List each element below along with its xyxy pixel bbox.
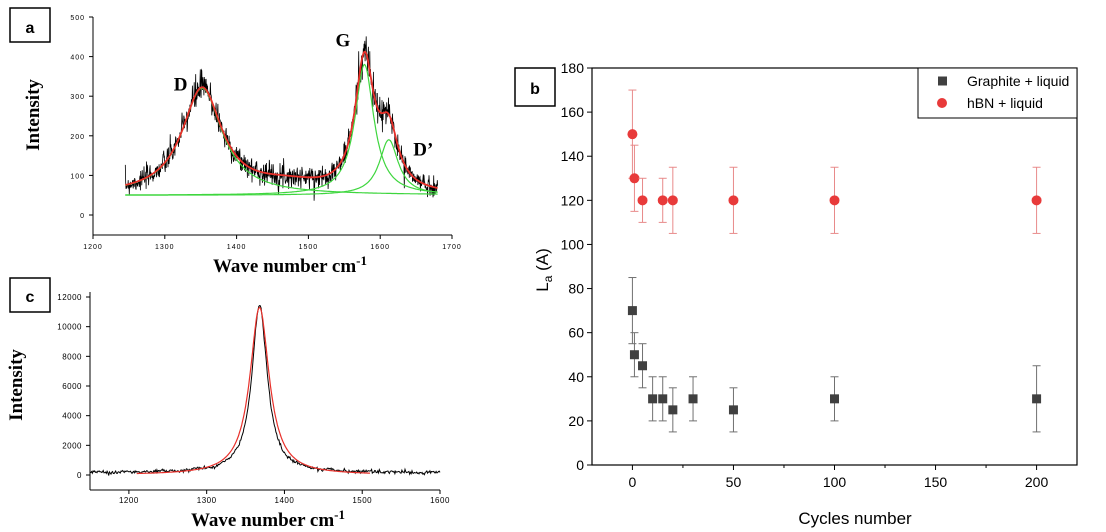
panel-b-graphite-point: [728, 405, 738, 415]
panel-a-peak-label-2: D’: [413, 140, 433, 161]
panel-b-y-tick-label: 160: [561, 104, 585, 120]
panel-c-y-tick-label: 4000: [62, 412, 82, 421]
panel-c: c 0 2000 4000 6000 8000 10000 12000 1200 1300 140…: [6, 277, 450, 531]
panel-b-graphite-point: [1032, 394, 1042, 404]
panel-a-y-tick-label: 0: [80, 213, 85, 220]
panel-b-y-tick-label: 180: [561, 60, 585, 76]
panel-a-x-tick-label: 1700: [442, 244, 462, 251]
panel-c-x-tick-label: 1500: [352, 496, 372, 505]
panel-b-x-tick-label: 150: [924, 474, 948, 490]
panel-b-hbn-point: [627, 129, 638, 140]
panel-a-axes: 0 100 200 300 400 500 1200 1300 1400 1500 1600 1700: [70, 15, 462, 251]
panel-a-data: D G D’: [124, 31, 438, 201]
panel-a-y-tick-label: 500: [70, 15, 85, 22]
panel-c-y-tick-label: 8000: [62, 352, 82, 361]
panel-b-graphite-point: [638, 361, 648, 371]
panel-c-label-box: [9, 277, 51, 313]
panel-b: b 0 20 40 60 80 100 120 140 160 180 0 50 100 150 200 G…: [514, 60, 1078, 528]
panel-b-data: [627, 89, 1042, 433]
panel-b-legend: Graphite + liquid hBN + liquid: [917, 67, 1078, 119]
panel-b-graphite-point: [627, 306, 637, 316]
panel-a: a 0 100 200 300 400 500 1200 1300 1400 1500 1600 17…: [9, 7, 462, 277]
panel-b-x-tick-label: 50: [726, 474, 742, 490]
panel-a-label-box: [9, 7, 51, 43]
panel-a-label: a: [26, 20, 35, 37]
panel-a-y-tick-label: 100: [70, 173, 85, 180]
panel-c-x-tick-label: 1300: [197, 496, 217, 505]
panel-c-fit-line: [136, 306, 371, 475]
panel-c-axes: 0 2000 4000 6000 8000 10000 12000 1200 1300 1400 1…: [57, 292, 450, 505]
panel-a-peak-label-1: G: [335, 31, 350, 52]
panel-a-y-tick-label: 200: [70, 134, 85, 141]
panel-a-component-peak-3: [125, 139, 438, 196]
panel-b-hbn-point: [657, 195, 668, 206]
panel-c-y-tick-label: 10000: [57, 323, 82, 332]
panel-c-y-tick-label: 0: [77, 471, 82, 480]
panel-a-x-tick-label: 1300: [155, 244, 175, 251]
panel-b-hbn-point: [1031, 195, 1042, 206]
panel-b-y-tick-label: 140: [561, 148, 585, 164]
panel-a-peak-label-0: D: [174, 74, 188, 95]
panel-a-x-tick-label: 1200: [83, 244, 103, 251]
panel-a-x-tick-label: 1500: [299, 244, 319, 251]
panel-c-data: [89, 305, 441, 476]
panel-c-x-tick-label: 1600: [430, 496, 450, 505]
panel-b-hbn-point: [629, 173, 640, 184]
panel-b-label: b: [530, 81, 540, 98]
panel-b-y-tick-label: 0: [576, 457, 584, 473]
panel-b-y-tick-label: 20: [568, 413, 584, 429]
panel-b-axes: 0 20 40 60 80 100 120 140 160 180 0 50 100 150 200: [561, 60, 1078, 490]
panel-c-label: c: [26, 289, 35, 306]
panel-b-y-tick-label: 40: [568, 369, 584, 385]
panel-c-y-tick-label: 2000: [62, 441, 82, 450]
panel-b-graphite-point: [688, 394, 698, 404]
panel-b-y-tick-label: 60: [568, 325, 584, 341]
panel-a-y-axis-label: Intensity: [23, 79, 44, 151]
panel-c-x-tick-label: 1400: [275, 496, 295, 505]
panel-c-x-tick-label: 1200: [119, 496, 139, 505]
panel-b-label-box: [514, 67, 556, 107]
panel-b-legend-graphite-marker: [938, 76, 947, 86]
panel-c-y-axis-label: Intensity: [6, 349, 27, 421]
panel-c-x-axis-label: Wave number cm-1: [191, 507, 345, 531]
panel-b-x-tick-label: 0: [629, 474, 637, 490]
panel-a-fit-line: [125, 50, 438, 189]
panel-a-x-tick-label: 1600: [370, 244, 390, 251]
panel-a-y-tick-label: 300: [70, 94, 85, 101]
panel-b-y-tick-label: 120: [561, 192, 585, 208]
panel-c-y-tick-label: 12000: [57, 293, 82, 302]
panel-b-x-tick-label: 100: [823, 474, 847, 490]
panel-a-x-axis-label: Wave number cm-1: [213, 253, 367, 277]
panel-b-hbn-point: [667, 195, 678, 206]
panel-b-graphite-point: [830, 394, 839, 404]
panel-b-x-axis-label: Cycles number: [798, 509, 912, 528]
panel-b-legend-label: Graphite + liquid: [967, 73, 1069, 89]
panel-a-raw-spectrum-line: [124, 36, 438, 201]
panel-b-legend-label: hBN + liquid: [967, 95, 1043, 111]
panel-b-legend-box: [917, 67, 1078, 119]
panel-b-graphite-point: [648, 394, 658, 404]
panel-c-raw-spectrum-line: [89, 305, 441, 476]
panel-b-y-tick-label: 80: [568, 281, 584, 297]
panel-b-hbn-point: [728, 195, 739, 206]
panel-b-hbn-point: [637, 195, 648, 206]
panel-b-x-tick-label: 200: [1025, 474, 1049, 490]
panel-b-graphite-point: [668, 405, 678, 415]
panel-b-graphite-point: [629, 350, 639, 360]
panel-b-hbn-point: [829, 195, 840, 206]
panel-a-y-tick-label: 400: [70, 55, 85, 62]
panel-b-legend-hbn-marker: [937, 98, 947, 108]
panel-b-graphite-point: [658, 394, 668, 404]
panel-c-y-tick-label: 6000: [62, 382, 82, 391]
panel-b-y-tick-label: 100: [561, 236, 585, 252]
panel-a-x-tick-label: 1400: [227, 244, 247, 251]
panel-b-y-axis-label: La (A): [533, 248, 555, 292]
